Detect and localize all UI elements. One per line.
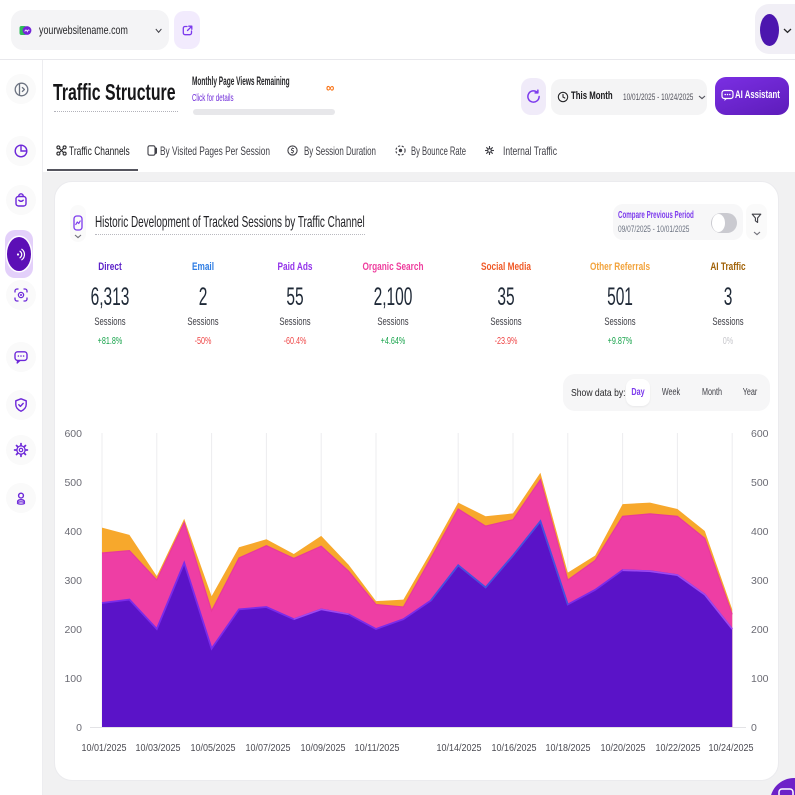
svg-text:10/14/2025: 10/14/2025 [437, 743, 482, 754]
svg-text:400: 400 [64, 526, 82, 538]
svg-text:200: 200 [64, 624, 82, 636]
svg-text:600: 600 [64, 428, 82, 440]
svg-text:10/22/2025: 10/22/2025 [656, 743, 701, 754]
svg-text:200: 200 [751, 624, 769, 636]
svg-text:500: 500 [64, 477, 82, 489]
svg-text:400: 400 [751, 526, 769, 538]
svg-text:0: 0 [751, 722, 757, 734]
svg-text:10/01/2025: 10/01/2025 [82, 743, 127, 754]
svg-text:10/18/2025: 10/18/2025 [546, 743, 591, 754]
svg-text:0: 0 [76, 722, 82, 734]
svg-text:10/16/2025: 10/16/2025 [492, 743, 537, 754]
svg-text:10/07/2025: 10/07/2025 [246, 743, 291, 754]
svg-text:100: 100 [751, 673, 769, 685]
svg-text:10/24/2025: 10/24/2025 [709, 743, 754, 754]
svg-text:300: 300 [751, 575, 769, 587]
svg-text:600: 600 [751, 428, 769, 440]
svg-text:300: 300 [64, 575, 82, 587]
svg-text:10/03/2025: 10/03/2025 [136, 743, 181, 754]
svg-text:100: 100 [64, 673, 82, 685]
svg-text:10/09/2025: 10/09/2025 [301, 743, 346, 754]
svg-text:500: 500 [751, 477, 769, 489]
svg-text:10/20/2025: 10/20/2025 [601, 743, 646, 754]
svg-text:10/11/2025: 10/11/2025 [355, 743, 400, 754]
svg-text:10/05/2025: 10/05/2025 [191, 743, 236, 754]
